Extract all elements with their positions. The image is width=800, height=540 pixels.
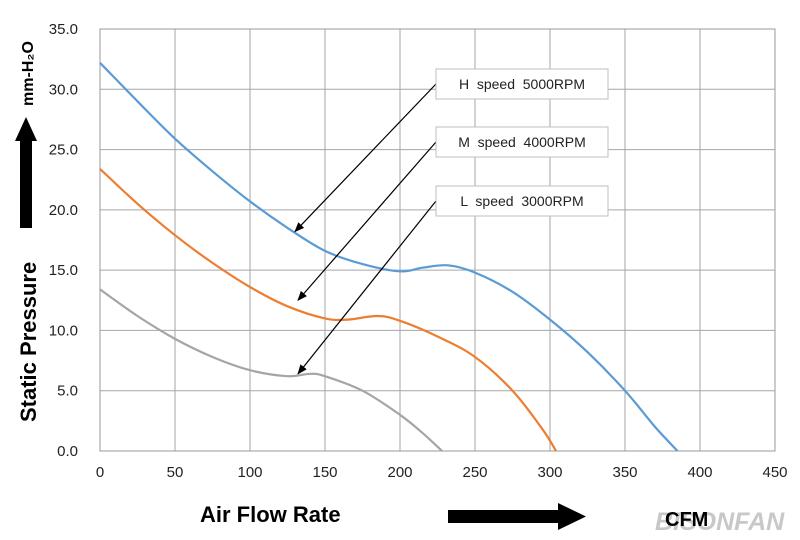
legend-box-1 xyxy=(435,126,609,158)
legend: H speed 5000RPM M speed 4000RPM L speed 30… xyxy=(294,68,609,375)
y-tick-label: 10.0 xyxy=(49,322,78,339)
x-axis-arrow-head-icon xyxy=(558,503,586,530)
x-tick-label: 150 xyxy=(312,464,337,481)
y-tick-label: 30.0 xyxy=(49,81,78,98)
x-axis-tick-labels: 0 50 100 150 200 250 300 350 400 450 xyxy=(96,464,788,481)
plot-area-border xyxy=(99,28,776,452)
y-axis-arrow-shaft xyxy=(20,140,32,228)
y-tick-label: 25.0 xyxy=(49,142,78,159)
x-tick-label: 250 xyxy=(462,464,487,481)
y-axis-unit: mm-H₂O xyxy=(20,41,37,106)
x-axis-title: Air Flow Rate xyxy=(200,502,341,527)
x-tick-label: 50 xyxy=(167,464,184,481)
watermark-logo: BISONFAN xyxy=(655,508,785,536)
series-line-1 xyxy=(99,168,557,452)
legend-arrow-1 xyxy=(297,141,437,302)
legend-box-0 xyxy=(435,68,609,100)
x-axis-unit: CFM xyxy=(665,509,708,531)
legend-arrow-0 xyxy=(294,83,437,233)
series-lines xyxy=(99,62,679,452)
x-tick-label: 0 xyxy=(96,464,104,481)
series-line-2 xyxy=(99,288,443,452)
y-axis-title: Static Pressure xyxy=(16,262,41,422)
legend-label-0: H speed 5000RPM xyxy=(459,76,585,92)
x-axis-arrow-shaft xyxy=(448,510,560,523)
y-tick-label: 35.0 xyxy=(49,21,78,38)
legend-arrow-2 xyxy=(297,200,437,375)
series-line-0 xyxy=(99,62,679,452)
y-tick-label: 20.0 xyxy=(49,202,78,219)
y-tick-label: 5.0 xyxy=(57,383,78,400)
y-tick-label: 15.0 xyxy=(49,262,78,279)
x-tick-label: 100 xyxy=(237,464,262,481)
x-tick-label: 450 xyxy=(762,464,787,481)
y-tick-label: 0.0 xyxy=(57,443,78,460)
y-axis-tick-labels: 0.0 5.0 10.0 15.0 20.0 25.0 30.0 35.0 xyxy=(49,21,78,460)
legend-label-2: L speed 3000RPM xyxy=(460,193,583,209)
legend-box-2 xyxy=(435,185,609,217)
x-tick-label: 400 xyxy=(687,464,712,481)
x-tick-label: 200 xyxy=(387,464,412,481)
y-axis-arrow-head-icon xyxy=(15,117,37,141)
legend-label-1: M speed 4000RPM xyxy=(458,134,586,150)
x-tick-label: 300 xyxy=(537,464,562,481)
x-tick-label: 350 xyxy=(612,464,637,481)
